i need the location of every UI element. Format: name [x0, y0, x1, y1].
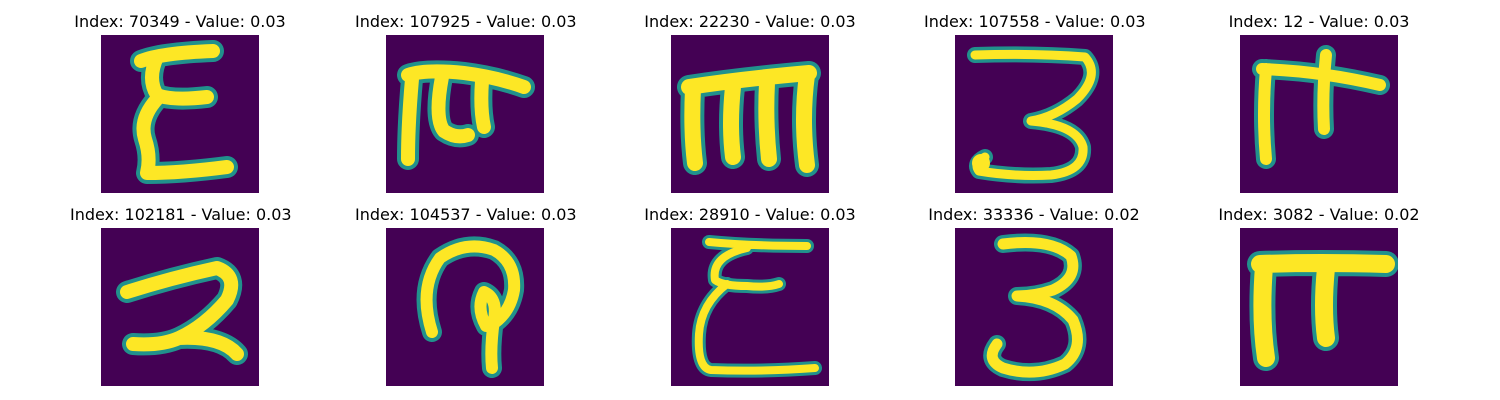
handwritten-character-image — [671, 228, 829, 386]
handwritten-character-image — [386, 35, 544, 193]
image-panel: Index: 28910 - Value: 0.03 — [640, 205, 860, 390]
image-panel: Index: 33336 - Value: 0.02 — [924, 205, 1144, 390]
panel-title: Index: 22230 - Value: 0.03 — [644, 12, 856, 31]
image-panel: Index: 102181 - Value: 0.03 — [70, 205, 292, 390]
panel-title: Index: 70349 - Value: 0.03 — [74, 12, 286, 31]
panel-title: Index: 28910 - Value: 0.03 — [644, 205, 856, 224]
handwritten-character-image — [955, 35, 1113, 193]
handwritten-character-image — [955, 228, 1113, 386]
handwritten-character-image — [671, 35, 829, 193]
handwritten-character-image — [101, 35, 259, 193]
handwritten-character-image — [386, 228, 544, 386]
image-panel: Index: 107558 - Value: 0.03 — [924, 12, 1146, 197]
image-panel: Index: 104537 - Value: 0.03 — [355, 205, 577, 390]
panel-title: Index: 33336 - Value: 0.02 — [928, 205, 1140, 224]
image-panel: Index: 3082 - Value: 0.02 — [1209, 205, 1429, 390]
panel-title: Index: 107925 - Value: 0.03 — [355, 12, 577, 31]
handwritten-character-image — [1240, 228, 1398, 386]
panel-title: Index: 102181 - Value: 0.03 — [70, 205, 292, 224]
image-panel: Index: 70349 - Value: 0.03 — [70, 12, 290, 197]
panel-title: Index: 107558 - Value: 0.03 — [924, 12, 1146, 31]
panel-title: Index: 104537 - Value: 0.03 — [355, 205, 577, 224]
image-panel: Index: 22230 - Value: 0.03 — [640, 12, 860, 197]
image-panel: Index: 107925 - Value: 0.03 — [355, 12, 577, 197]
panel-title: Index: 3082 - Value: 0.02 — [1218, 205, 1420, 224]
image-panel: Index: 12 - Value: 0.03 — [1209, 12, 1429, 197]
handwritten-character-image — [101, 228, 259, 386]
panel-title: Index: 12 - Value: 0.03 — [1228, 12, 1410, 31]
handwritten-character-image — [1240, 35, 1398, 193]
